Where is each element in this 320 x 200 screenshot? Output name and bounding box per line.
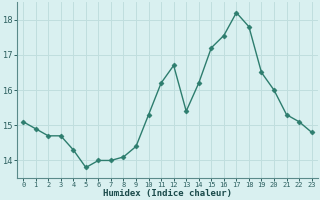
X-axis label: Humidex (Indice chaleur): Humidex (Indice chaleur) [103,189,232,198]
